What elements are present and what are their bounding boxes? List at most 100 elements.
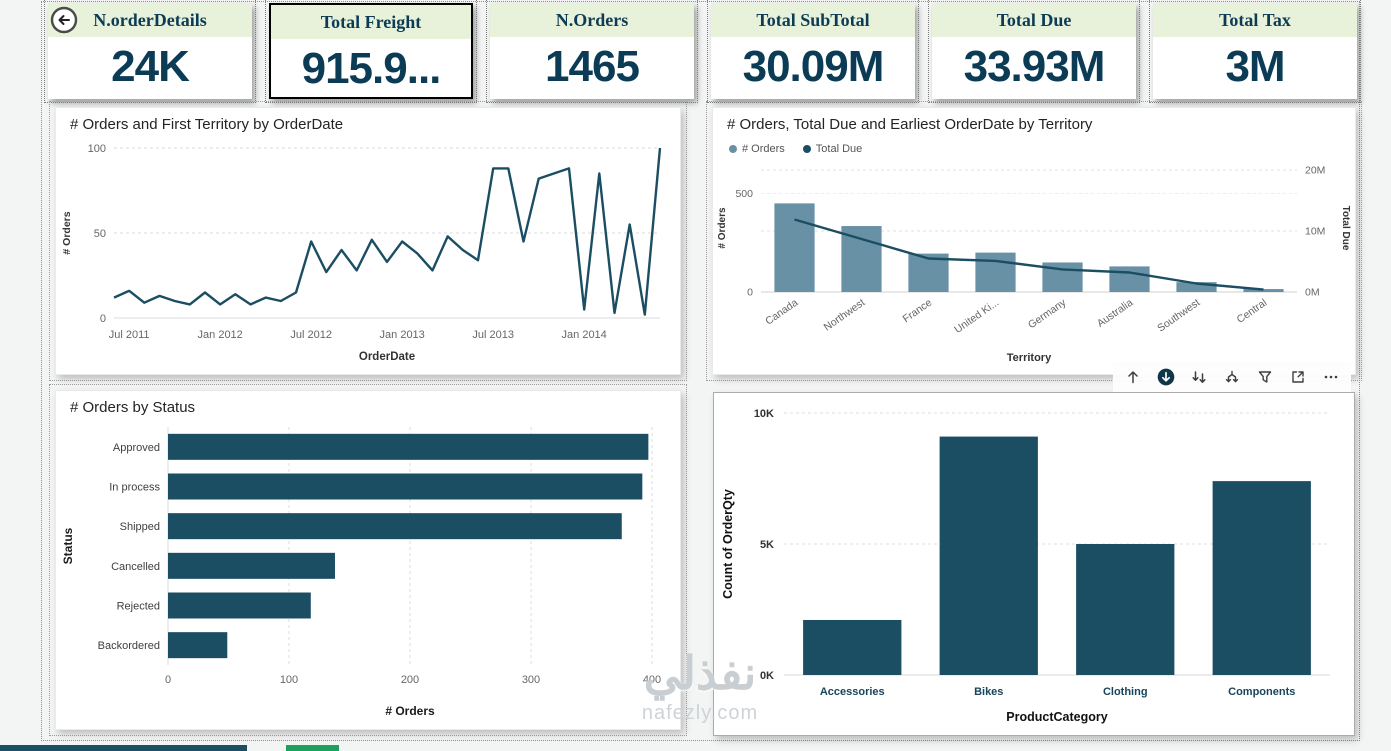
chart-title: # Orders, Total Due and Earliest OrderDa…: [727, 116, 1093, 133]
status-bar[interactable]: [168, 433, 649, 460]
kpi-card-header: Total SubTotal: [711, 3, 915, 37]
kpi-value: 1465: [545, 42, 640, 91]
more-options-icon[interactable]: [1321, 367, 1341, 387]
orders-by-territory-combo-chart[interactable]: 0M 10M 20M 0 500 Canada Northwest France United …: [713, 156, 1353, 366]
legend-label: Total Due: [815, 142, 863, 155]
svg-text:Central: Central: [1235, 297, 1270, 326]
kpi-card-total-due[interactable]: Total Due 33.93M: [928, 0, 1140, 103]
svg-text:Jan 2014: Jan 2014: [562, 329, 607, 341]
svg-text:0: 0: [747, 287, 753, 299]
status-bar[interactable]: [168, 632, 228, 659]
expand-all-icon[interactable]: [1222, 367, 1242, 387]
svg-text:Germany: Germany: [1026, 296, 1069, 331]
svg-text:France: France: [901, 297, 935, 326]
svg-text:Jul 2012: Jul 2012: [290, 329, 332, 341]
chart-title: # Orders and First Territory by OrderDat…: [70, 116, 344, 133]
territory-bar[interactable]: [1176, 282, 1217, 292]
territory-bar[interactable]: [1243, 289, 1284, 292]
status-bar[interactable]: [168, 592, 311, 619]
kpi-card-total-tax[interactable]: Total Tax 3M: [1149, 0, 1361, 103]
svg-text:Accessories: Accessories: [820, 686, 885, 698]
svg-text:Cancelled: Cancelled: [111, 561, 160, 573]
kpi-card-header: Total Tax: [1153, 3, 1357, 37]
kpi-label: Total SubTotal: [756, 9, 870, 30]
svg-text:Approved: Approved: [113, 442, 160, 454]
svg-text:0: 0: [165, 674, 171, 686]
svg-text:Bikes: Bikes: [974, 686, 1003, 698]
kpi-label: N.orderDetails: [93, 9, 207, 30]
svg-text:400: 400: [643, 674, 661, 686]
kpi-card-header: N.orderDetails: [48, 3, 252, 37]
drill-down-icon[interactable]: [1156, 367, 1176, 387]
svg-text:Rejected: Rejected: [117, 601, 160, 613]
page-tab-indicator[interactable]: [286, 745, 339, 751]
svg-text:200: 200: [401, 674, 419, 686]
category-bar[interactable]: [1212, 481, 1311, 675]
svg-text:ProductCategory: ProductCategory: [1006, 710, 1107, 724]
orders-by-orderdate-line-chart[interactable]: 0 50 100 Jul 2011 Jan 2012 Jul 2012 Jan 2013 Ju…: [56, 136, 678, 370]
svg-text:10M: 10M: [1305, 226, 1325, 238]
status-bar[interactable]: [168, 513, 622, 540]
svg-text:0K: 0K: [760, 670, 774, 682]
kpi-label: N.Orders: [555, 9, 629, 30]
total-due-legend-dot: [802, 144, 811, 153]
svg-text:0M: 0M: [1305, 287, 1320, 299]
svg-text:Jan 2013: Jan 2013: [380, 329, 425, 341]
category-bar[interactable]: [939, 436, 1038, 675]
back-icon[interactable]: [50, 6, 78, 34]
svg-text:Shipped: Shipped: [120, 521, 160, 533]
legend-item-orders[interactable]: # Orders: [729, 143, 785, 155]
territory-bar[interactable]: [975, 252, 1016, 292]
orderqty-by-productcategory-bar-chart[interactable]: 0K 5K 10K Accessories Bikes Clothing Component…: [714, 399, 1352, 729]
orders-by-status-bar-chart[interactable]: 0 100 200 300 400 Approved In process Shipped Ca…: [56, 419, 678, 723]
legend-item-total-due[interactable]: Total Due: [802, 142, 863, 155]
total-due-line[interactable]: [794, 218, 1264, 291]
svg-text:# Orders: # Orders: [717, 207, 728, 249]
kpi-card-norderdetails[interactable]: N.orderDetails 24K: [44, 0, 256, 103]
filter-icon[interactable]: [1255, 367, 1275, 387]
orders-trend-line[interactable]: [113, 147, 662, 316]
svg-text:Jan 2012: Jan 2012: [198, 329, 243, 341]
status-bar[interactable]: [168, 473, 643, 500]
kpi-value: 33.93M: [963, 42, 1106, 91]
svg-text:Southwest: Southwest: [1155, 297, 1202, 335]
drill-up-icon[interactable]: [1123, 367, 1143, 387]
svg-text:50: 50: [94, 228, 106, 240]
status-bar[interactable]: [168, 552, 335, 579]
svg-text:20M: 20M: [1305, 165, 1325, 177]
svg-text:Clothing: Clothing: [1103, 686, 1148, 698]
svg-text:United Ki...: United Ki...: [952, 297, 1001, 336]
svg-text:Jul 2011: Jul 2011: [109, 329, 150, 341]
svg-text:10K: 10K: [754, 408, 774, 420]
svg-text:100: 100: [280, 674, 298, 686]
kpi-value: 915.9...: [301, 44, 442, 93]
kpi-label: Total Tax: [1219, 9, 1291, 30]
kpi-card-norders[interactable]: N.Orders 1465: [486, 0, 698, 103]
category-bar[interactable]: [803, 619, 902, 675]
chart-title: # Orders by Status: [70, 399, 196, 416]
orders-by-orderdate-panel[interactable]: # Orders and First Territory by OrderDat…: [49, 101, 687, 381]
kpi-card-total-subtotal[interactable]: Total SubTotal 30.09M: [707, 0, 919, 103]
svg-text:Backordered: Backordered: [98, 640, 160, 652]
category-bar[interactable]: [1076, 544, 1175, 675]
svg-text:OrderDate: OrderDate: [359, 351, 415, 363]
svg-text:Northwest: Northwest: [822, 297, 868, 334]
kpi-card-total-freight[interactable]: Total Freight 915.9...: [265, 0, 477, 103]
orderqty-by-productcategory-panel[interactable]: 0K 5K 10K Accessories Bikes Clothing Component…: [713, 392, 1355, 736]
svg-text:500: 500: [735, 188, 753, 200]
kpi-value: 24K: [111, 42, 190, 91]
go-to-next-level-icon[interactable]: [1189, 367, 1209, 387]
orders-by-status-panel[interactable]: # Orders by Status 0 100 200 300 400 Approved…: [49, 384, 687, 736]
territory-bar[interactable]: [841, 226, 882, 292]
focus-mode-icon[interactable]: [1288, 367, 1308, 387]
svg-text:# Orders: # Orders: [385, 704, 435, 718]
orders-by-territory-panel[interactable]: # Orders, Total Due and Earliest OrderDa…: [706, 101, 1362, 381]
svg-text:In process: In process: [109, 482, 160, 494]
chart-legend: # Orders Total Due: [713, 136, 1355, 156]
kpi-label: Total Freight: [320, 11, 422, 32]
orders-legend-dot: [729, 144, 737, 153]
territory-bar[interactable]: [1109, 266, 1150, 292]
svg-text:300: 300: [522, 674, 540, 686]
svg-text:Canada: Canada: [763, 297, 800, 328]
territory-bar[interactable]: [774, 203, 815, 292]
